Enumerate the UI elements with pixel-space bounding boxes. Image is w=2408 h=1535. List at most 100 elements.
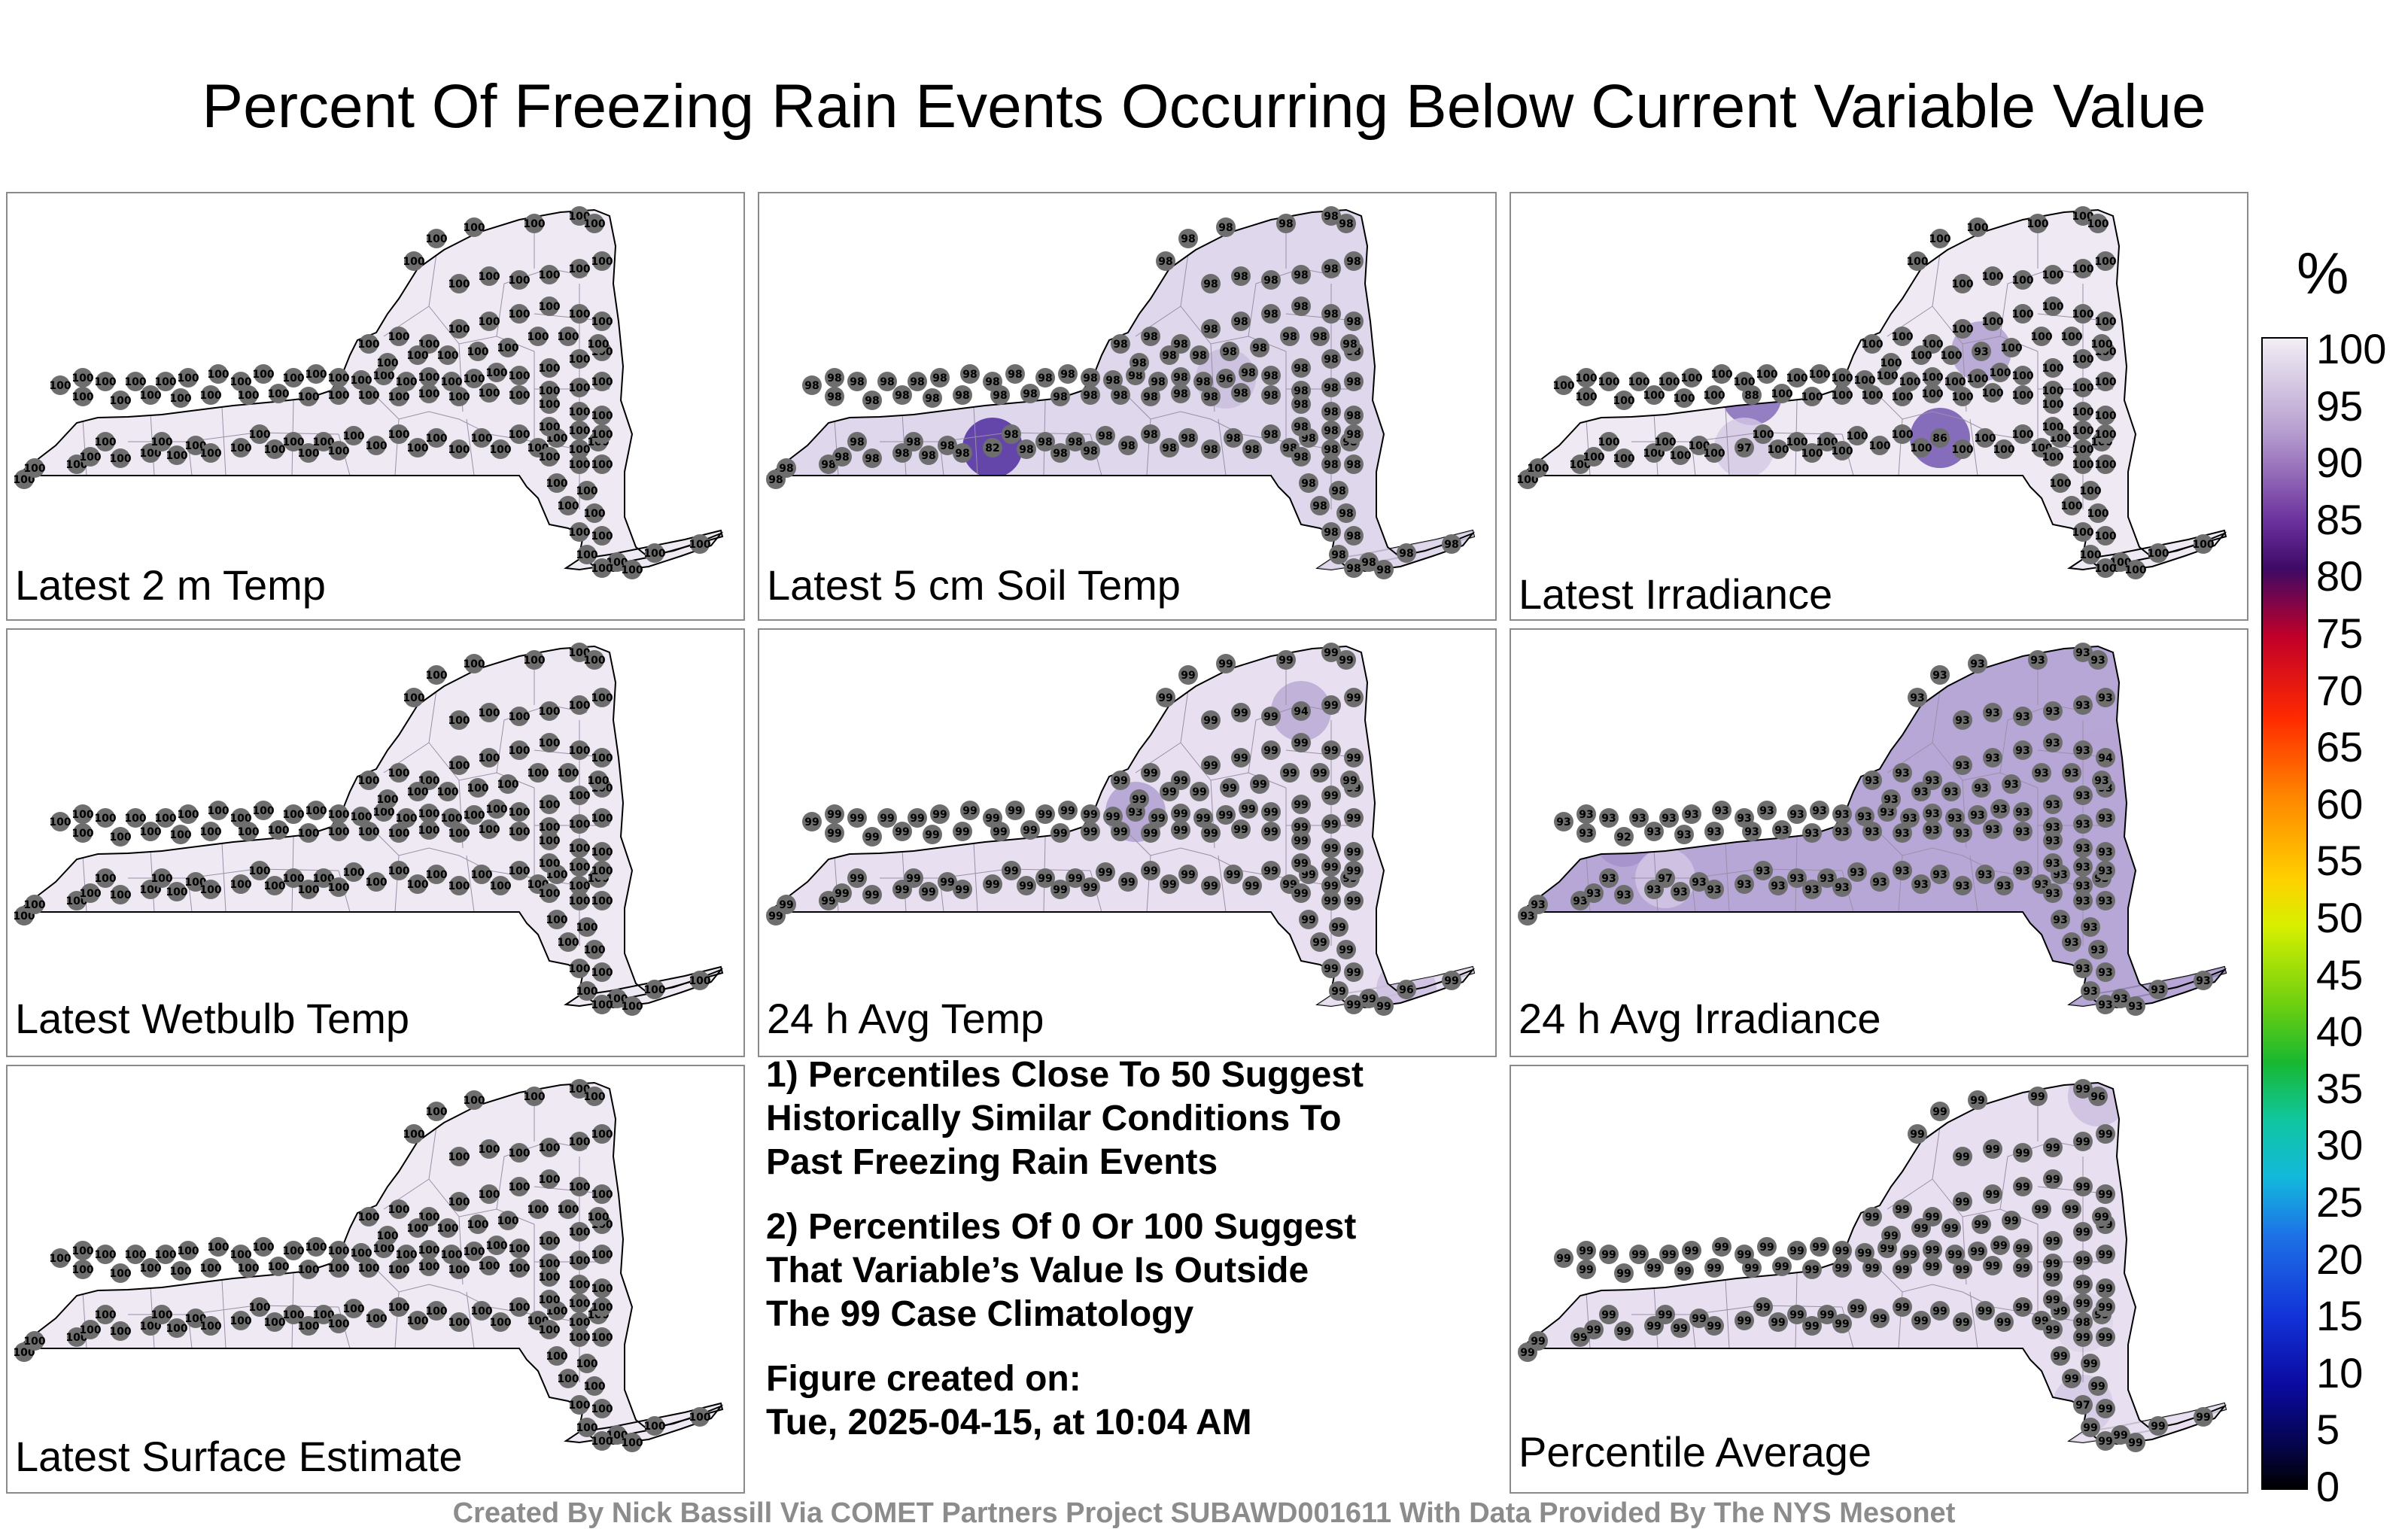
station-marker [479,1139,499,1159]
station-value: 100 [2011,429,2033,441]
station-marker [1893,763,1912,783]
station-marker [1911,1218,1931,1238]
colorbar-tick: 70 [2316,666,2364,714]
colorbar-tick: 85 [2316,495,2364,543]
panel-label: 24 h Avg Temp [767,995,1044,1042]
station-value: 93 [1947,813,1962,825]
station-marker [509,1177,529,1196]
station-marker [2028,1087,2048,1106]
station-marker [1968,1242,1987,1261]
station-value: 100 [395,1249,417,1261]
station-value: 99 [1181,869,1195,881]
station-marker [558,763,578,783]
station-value: 99 [1263,826,1278,838]
station-marker [1975,865,1995,884]
station-marker [2013,1297,2033,1317]
station-marker [540,701,559,721]
station-value: 99 [1789,1245,1804,1257]
note-line: 1) Percentiles Close To 50 Suggest [766,1055,1364,1095]
station-marker [558,1199,578,1219]
station-marker [1340,771,1360,790]
station-value: 100 [568,444,590,456]
station-value: 93 [1737,879,1751,891]
station-value: 98 [1120,440,1135,452]
station-value: 98 [925,393,939,405]
station-marker [1035,804,1055,824]
station-marker [777,895,796,914]
station-value: 99 [1203,880,1218,892]
station-value: 99 [1789,1309,1804,1321]
station-marker [329,1258,348,1278]
station-marker [2096,424,2115,444]
station-marker [570,857,589,877]
station-value: 99 [1083,826,1097,838]
station-marker [1614,448,1634,468]
station-marker [862,448,882,468]
station-marker [2073,454,2093,474]
station-value: 100 [546,914,567,926]
station-value: 100 [538,399,560,411]
station-marker [2073,304,2093,324]
station-value: 100 [327,826,349,838]
station-value: 100 [591,865,613,877]
map-panel-latest-irradiance: 100 100 100 100 100 100 100 100 100 100 100 97 100 10… [1510,192,2248,621]
station-value: 100 [2060,500,2082,512]
station-marker [1990,363,2010,382]
station-value: 93 [1985,752,1999,764]
station-marker [1832,1258,1852,1278]
note-line: That Variable’s Value Is Outside [766,1251,1309,1290]
station-marker [479,748,499,768]
station-marker [329,1314,348,1333]
station-marker [690,534,710,554]
station-marker [1584,1320,1604,1339]
station-marker [479,1256,499,1275]
station-value: 93 [2075,819,2090,831]
station-value: 100 [568,263,590,275]
station-marker [208,364,228,384]
station-value: 98 [1008,369,1022,381]
station-value: 100 [2072,263,2093,275]
station-marker [1321,959,1341,978]
station-marker [2096,454,2115,474]
station-value: 100 [406,1315,428,1327]
station-value: 100 [576,549,597,561]
station-value: 93 [2113,993,2127,1005]
station-value: 100 [207,1242,229,1254]
station-value: 93 [1692,877,1706,889]
station-value: 100 [508,865,530,877]
station-marker [208,1237,228,1257]
station-value: 99 [2015,1302,2029,1314]
station-marker [1017,876,1036,895]
footer-credit: Created By Nick Bassill Via COMET Partne… [452,1497,1956,1529]
station-value: 100 [342,430,364,442]
station-marker [269,384,288,403]
colorbar-tick: 5 [2316,1406,2340,1454]
station-value: 100 [1613,453,1634,465]
station-value: 100 [2192,539,2214,551]
station-value: 100 [568,1084,590,1096]
station-marker [592,251,612,271]
station-value: 99 [1173,775,1187,787]
station-marker [528,763,548,783]
station-marker [1712,364,1732,384]
station-value: 100 [557,937,579,949]
station-value: 100 [282,372,304,385]
station-value: 100 [1929,233,1950,245]
station-value: 98 [1132,357,1146,369]
station-value: 99 [2053,1306,2067,1318]
station-value: 100 [395,813,417,825]
station-marker [2081,981,2100,1001]
station-marker [1397,980,1416,999]
station-marker [2051,1346,2070,1366]
station-marker [1576,823,1596,843]
station-value: 99 [1346,967,1361,979]
station-value: 93 [1789,809,1804,821]
station-value: 98 [1346,563,1361,575]
station-value: 100 [237,1263,259,1275]
station-value: 100 [2087,508,2109,520]
station-value: 100 [1951,278,1973,290]
station-value: 100 [252,369,274,381]
